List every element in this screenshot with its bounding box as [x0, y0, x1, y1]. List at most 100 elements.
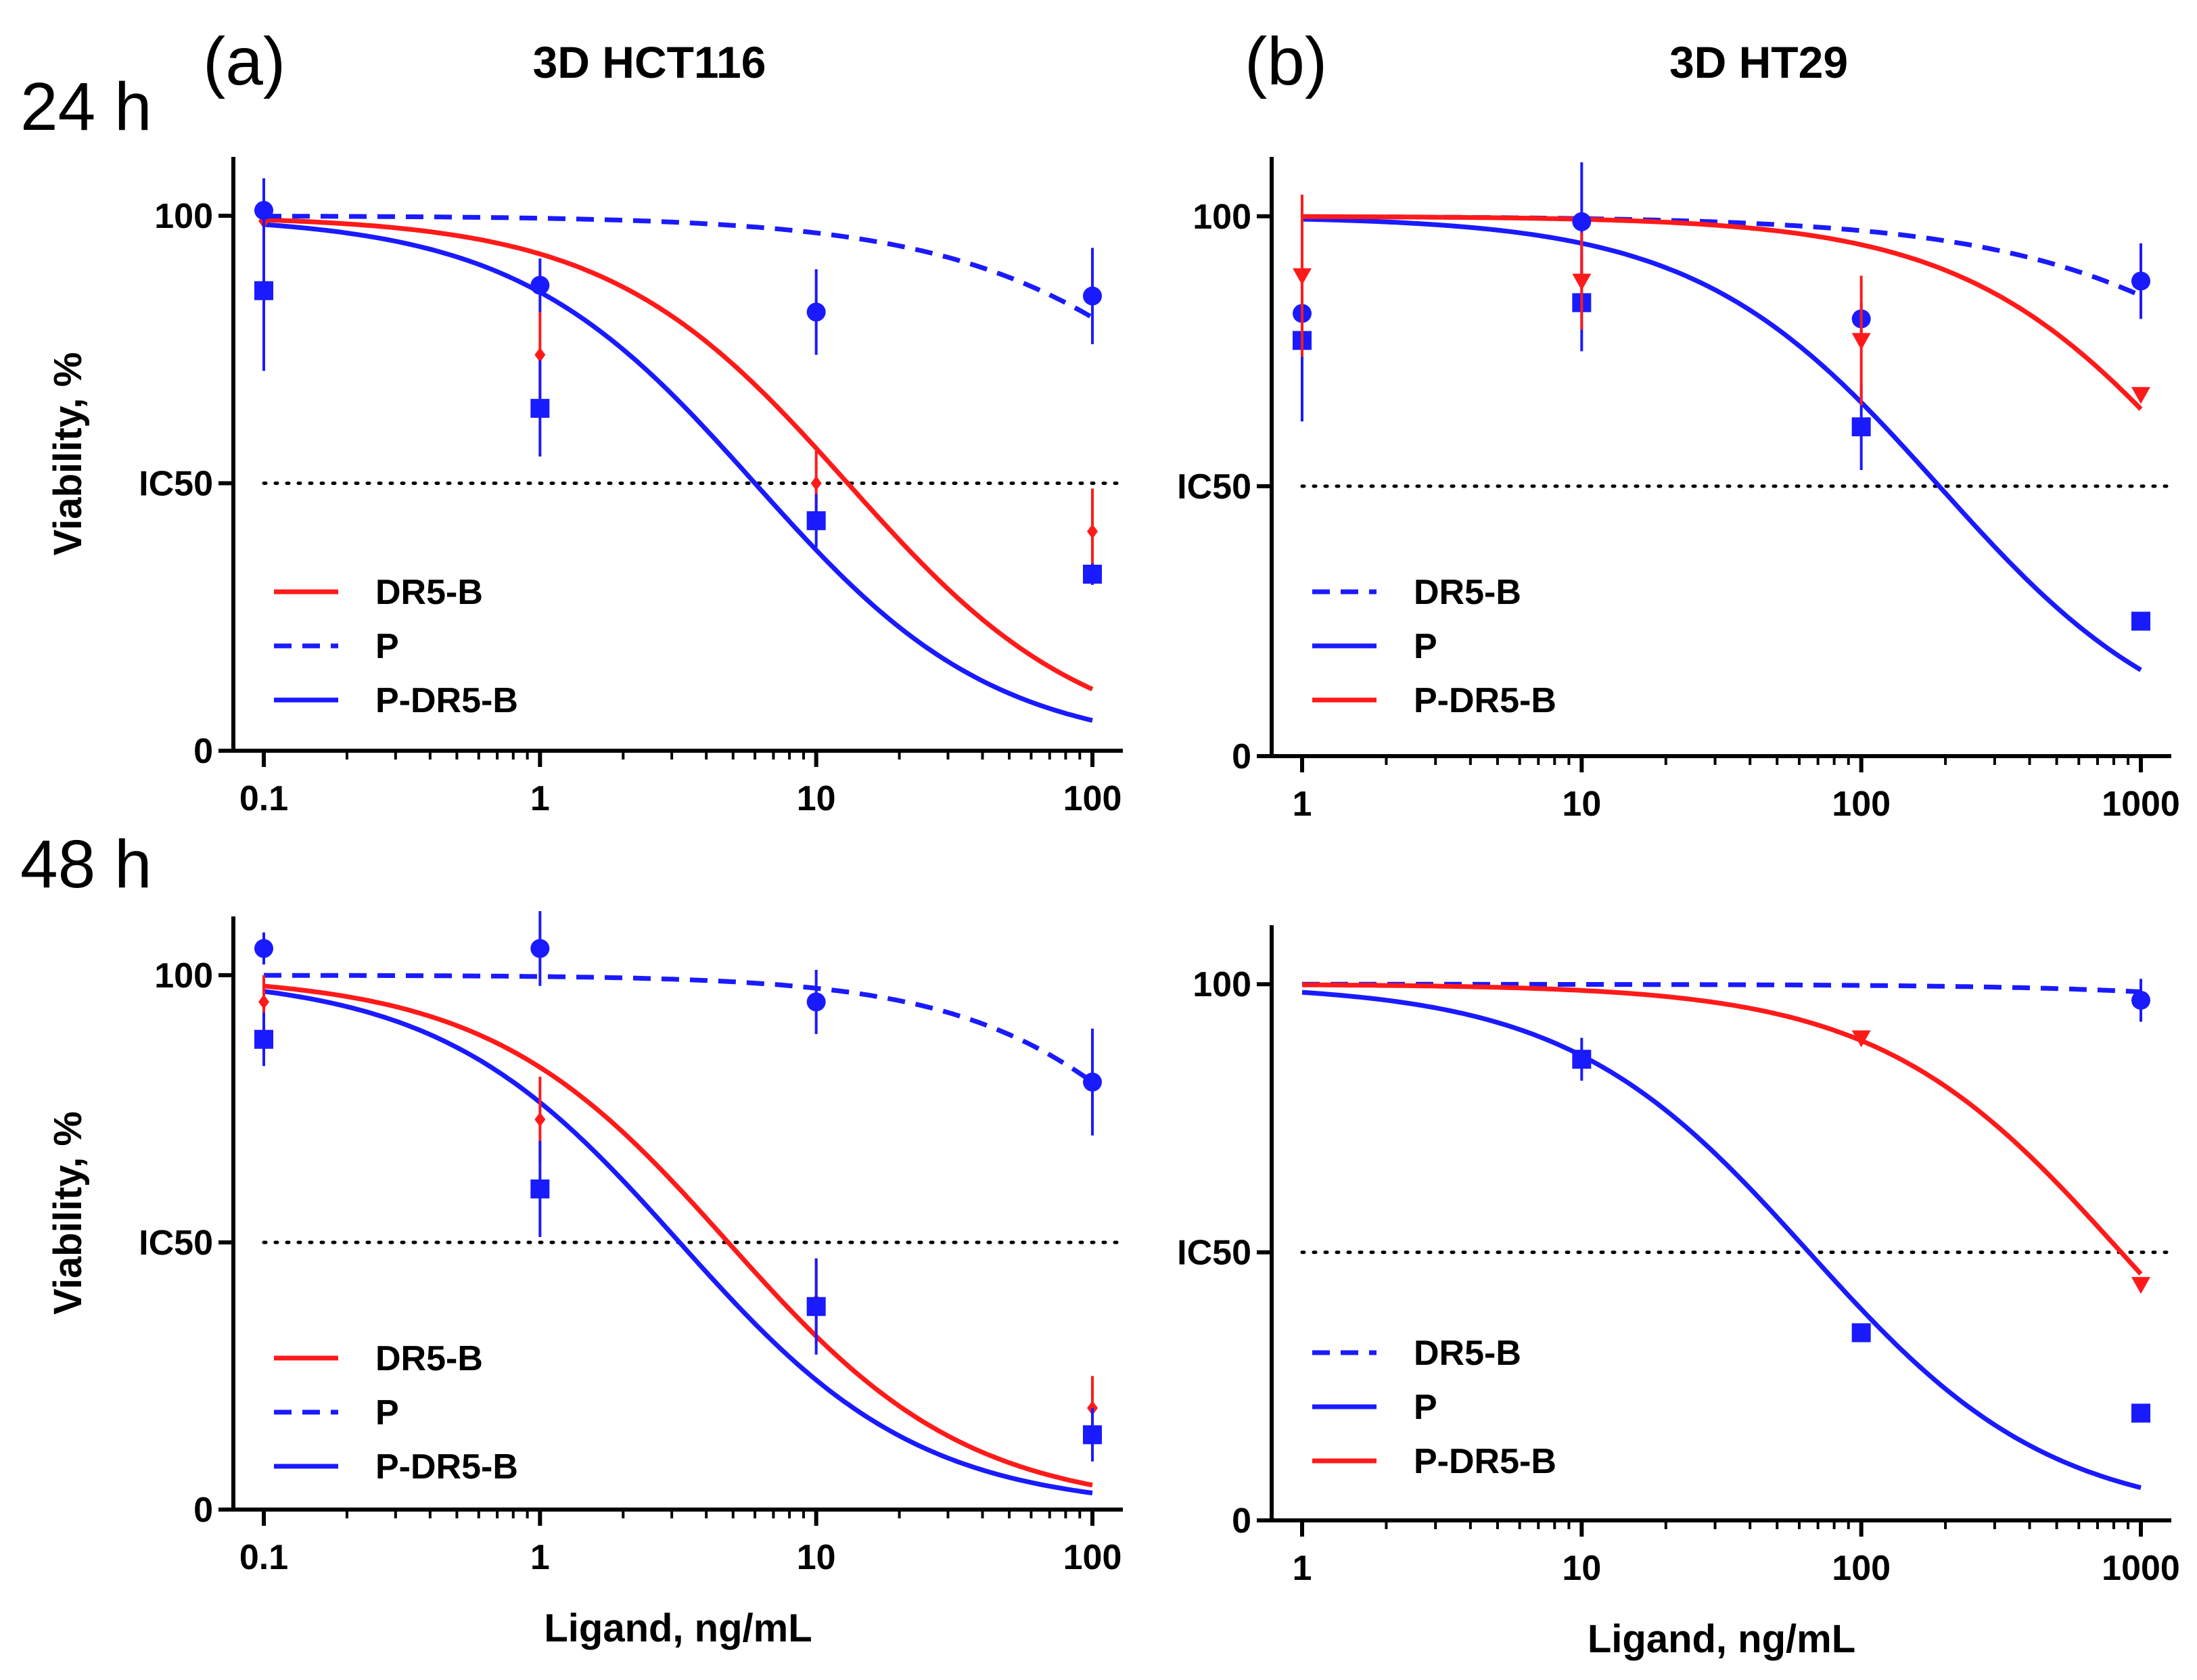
ht29-48h-series-p-curve [1301, 989, 2142, 1490]
row-label-24h: 24 h [20, 69, 152, 145]
hct116-48h-x-tick-label: 100 [1063, 1538, 1122, 1577]
hct116-48h-p-point [1083, 1072, 1102, 1092]
hct116-48h-y-tick-label: 0 [193, 1491, 213, 1530]
hct116-24h-p-dr5-b-point [254, 281, 273, 300]
hct116-24h-dr5-b-point [534, 347, 546, 363]
ht29-24h-legend-label: P [1414, 627, 1437, 666]
hct116-48h-p-point [530, 939, 550, 958]
ht29-24h-x-tick-label: 1000 [2102, 785, 2180, 824]
ht29-24h-y-tick-label: IC50 [1177, 467, 1251, 507]
hct116-48h-p-dr5-b-point [806, 1297, 826, 1316]
hct116-24h-p-dr5-b-point [1083, 564, 1102, 584]
hct116-24h-dr5-b-point [1087, 523, 1098, 539]
chart-ht29-24h: 3D HT29 0 IC50 100 1 10 100 1000 DR5-B P P-DR5-B [1177, 37, 2180, 824]
hct116-24h-y-tick-label: 100 [154, 197, 213, 236]
ht29-48h-x-tick-label: 1000 [2102, 1549, 2180, 1588]
hct116-48h-x-label: Ligand, ng/mL [544, 1606, 812, 1650]
ht29-48h-y-tick-label: IC50 [1177, 1234, 1251, 1273]
ht29-48h-legend-label: DR5-B [1414, 1334, 1521, 1373]
ht29-24h-series-p-dr5-b-curve [1301, 214, 2143, 411]
hct116-24h-p-dr5-b-point [530, 398, 550, 418]
hct116-48h-y-tick-label: IC50 [139, 1223, 213, 1263]
hct116-48h-p-dr5-b-point [254, 1029, 273, 1049]
hct116-24h-y-label: Viability, % [46, 352, 90, 556]
hct116-48h-x-tick-label: 10 [797, 1538, 836, 1577]
ht29-24h-title: 3D HT29 [1669, 37, 1848, 87]
row-label-48h: 48 h [20, 826, 152, 902]
ht29-48h-p-point [2131, 1403, 2150, 1423]
ht29-24h-x-tick-label: 100 [1832, 785, 1891, 824]
ht29-24h-p-point [2131, 611, 2150, 631]
hct116-24h-legend-label: P [375, 627, 399, 666]
ht29-24h-dr5-b-point [2131, 271, 2150, 291]
ht29-48h-series-dr5-b-curve [1302, 981, 2142, 994]
ht29-48h-x-label: Ligand, ng/mL [1588, 1617, 1855, 1661]
hct116-24h-series-dr5-b-curve [263, 217, 1094, 692]
hct116-48h-legend-label: P [375, 1393, 399, 1432]
ht29-48h-y-tick-label: 0 [1232, 1501, 1251, 1541]
ht29-48h-y-tick-label: 100 [1193, 965, 1251, 1004]
hct116-24h-series-p-curve [263, 214, 1094, 320]
ht29-48h-legend-label: P [1414, 1388, 1437, 1427]
hct116-48h-p-dr5-b-point [530, 1179, 550, 1198]
ht29-24h-p-dr5-b-point [1851, 333, 1871, 350]
hct116-24h-x-tick-label: 0.1 [239, 779, 288, 818]
hct116-48h-legend-label: DR5-B [375, 1339, 483, 1378]
hct116-48h-x-tick-label: 1 [530, 1538, 550, 1577]
hct116-24h-x-tick-label: 10 [797, 779, 836, 818]
ht29-24h-p-dr5-b-point [2131, 387, 2150, 404]
hct116-48h-series-p-curve [264, 973, 1094, 1084]
hct116-48h-y-label: Viability, % [46, 1111, 90, 1315]
hct116-48h-p-point [254, 939, 273, 958]
ht29-48h-x-tick-label: 10 [1562, 1549, 1601, 1588]
hct116-24h-y-tick-label: IC50 [139, 465, 213, 504]
hct116-48h-dr5-b-point [534, 1112, 546, 1127]
hct116-48h-p-dr5-b-point [1083, 1425, 1102, 1445]
hct116-24h-series-p-dr5-b-curve [263, 222, 1093, 723]
ht29-24h-y-tick-label: 0 [1232, 737, 1251, 776]
chart-hct116-24h: 3D HCT116 0 IC50 100 0.1 1 10 100 Viability, % DR… [46, 37, 1125, 818]
ht29-48h-p-point [1572, 1050, 1592, 1069]
ht29-24h-dr5-b-point [1572, 212, 1592, 231]
hct116-24h-p-point [530, 275, 550, 295]
ht29-48h-series-p-dr5-b-curve [1301, 982, 2143, 1276]
hct116-24h-x-tick-label: 100 [1063, 779, 1122, 818]
ht29-48h-p-dr5-b-point [1851, 1030, 1871, 1048]
hct116-48h-series-dr5-b-curve [263, 983, 1093, 1488]
hct116-48h-p-point [806, 992, 826, 1012]
ht29-48h-legend-label: P-DR5-B [1414, 1442, 1556, 1481]
hct116-48h-y-tick-label: 100 [154, 956, 213, 996]
hct116-24h-p-dr5-b-point [806, 511, 826, 530]
hct116-24h-p-point [1083, 286, 1102, 306]
ht29-24h-series-dr5-b-curve [1301, 214, 2142, 298]
ht29-48h-dr5-b-point [2131, 990, 2150, 1010]
hct116-24h-x-tick-label: 1 [530, 779, 550, 818]
ht29-24h-x-tick-label: 10 [1562, 785, 1601, 824]
ht29-48h-x-tick-label: 1 [1293, 1549, 1312, 1588]
ht29-48h-p-point [1851, 1323, 1871, 1343]
ht29-48h-x-tick-label: 100 [1832, 1549, 1891, 1588]
hct116-48h-series-p-dr5-b-curve [263, 989, 1093, 1495]
ht29-24h-p-dr5-b-point [1572, 273, 1592, 291]
ht29-24h-p-point [1851, 417, 1871, 437]
ht29-24h-series-p-curve [1301, 216, 2142, 672]
ht29-24h-p-dr5-b-point [1293, 268, 1312, 285]
hct116-24h-title: 3D HCT116 [533, 37, 766, 87]
hct116-24h-legend-label: DR5-B [375, 573, 483, 612]
chart-ht29-48h: 0 IC50 100 1 10 100 1000 Ligand, ng/mL DR5-B P P-D… [1177, 925, 2180, 1661]
panel-letter-b: (b) [1245, 24, 1327, 99]
hct116-48h-dr5-b-point [258, 994, 269, 1010]
ht29-24h-legend-label: P-DR5-B [1414, 681, 1556, 720]
hct116-48h-x-tick-label: 0.1 [239, 1538, 288, 1577]
hct116-48h-legend-label: P-DR5-B [375, 1447, 518, 1487]
ht29-24h-y-tick-label: 100 [1193, 197, 1251, 237]
ht29-24h-legend-label: DR5-B [1414, 573, 1521, 612]
hct116-24h-p-point [806, 302, 826, 322]
hct116-24h-dr5-b-point [810, 475, 822, 491]
hct116-24h-y-tick-label: 0 [193, 732, 213, 771]
panel-letter-a: (a) [203, 24, 285, 99]
hct116-24h-legend-label: P-DR5-B [375, 681, 518, 720]
chart-hct116-48h: 0 IC50 100 0.1 1 10 100 Viability, % Ligand, ng/… [46, 911, 1125, 1650]
ht29-48h-p-dr5-b-point [2131, 1277, 2150, 1294]
